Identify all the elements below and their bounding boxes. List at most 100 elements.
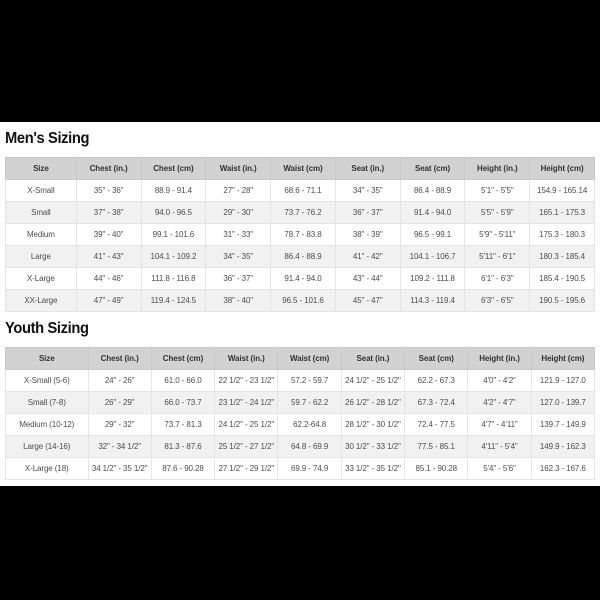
table-cell: 5'11" - 6'1" bbox=[464, 245, 531, 268]
table-cell: 43" - 44" bbox=[334, 267, 401, 290]
column-header: Chest (cm) bbox=[140, 157, 207, 180]
mens-sizing-table: Size Chest (in.) Chest (cm) Waist (in.) Wais… bbox=[5, 157, 595, 312]
table-cell: 119.4 - 124.5 bbox=[140, 289, 207, 312]
table-cell: 88.9 - 91.4 bbox=[140, 179, 207, 202]
table-row: X-Large 44" - 46" 111.8 - 116.8 36" - 37" 91… bbox=[5, 267, 595, 290]
table-cell: 24 1/2" - 25 1/2" bbox=[340, 369, 406, 392]
table-cell: 68.6 - 71.1 bbox=[270, 179, 336, 202]
table-cell: 5'5" - 5'9" bbox=[464, 201, 531, 224]
table-cell: 62.2 - 67.3 bbox=[404, 369, 469, 392]
table-row: Small (7-8) 26" - 29" 66.0 - 73.7 23 1/2" -… bbox=[5, 391, 596, 414]
table-cell: 61.0 - 66.0 bbox=[150, 369, 216, 392]
table-cell: 45" - 47" bbox=[334, 289, 401, 312]
table-cell: 29" - 32" bbox=[87, 413, 152, 436]
table-cell: 85.1 - 90.28 bbox=[404, 457, 469, 480]
table-cell: 127.0 - 139.7 bbox=[530, 391, 596, 414]
table-cell: 47" - 49" bbox=[75, 289, 142, 312]
table-cell: 180.3 - 185.4 bbox=[529, 245, 595, 268]
table-cell: 165.1 - 175.3 bbox=[529, 201, 595, 224]
table-cell: 190.5 - 195.6 bbox=[529, 289, 595, 312]
table-cell: 69.9 - 74.9 bbox=[277, 457, 342, 480]
table-cell: Small bbox=[5, 201, 77, 224]
table-row: XX-Large 47" - 49" 119.4 - 124.5 38" - 40" 9… bbox=[5, 289, 595, 312]
column-header: Waist (cm) bbox=[270, 157, 336, 180]
table-cell: 94.0 - 96.5 bbox=[140, 201, 207, 224]
table-cell: 26" - 29" bbox=[87, 391, 152, 414]
table-cell: 91.4 - 94.0 bbox=[399, 201, 466, 224]
table-cell: 86.4 - 88.9 bbox=[270, 245, 336, 268]
table-cell: 34" - 35" bbox=[205, 245, 272, 268]
table-row: X-Small (5-6) 24" - 26" 61.0 - 66.0 22 1/2"… bbox=[5, 369, 596, 392]
table-cell: 6'3" - 6'5" bbox=[464, 289, 531, 312]
table-cell: 67.3 - 72.4 bbox=[404, 391, 469, 414]
table-cell: 41" - 42" bbox=[334, 245, 401, 268]
table-cell: 73.7 - 76.2 bbox=[270, 201, 336, 224]
table-cell: Small (7-8) bbox=[5, 391, 89, 414]
table-row: X-Large (18) 34 1/2" - 35 1/2" 87.6 - 90.2… bbox=[5, 457, 596, 480]
table-cell: 77.5 - 85.1 bbox=[404, 435, 469, 458]
table-cell: 121.9 - 127.0 bbox=[530, 369, 596, 392]
table-row: X-Small 35" - 36" 88.9 - 91.4 27" - 28" 68.6… bbox=[5, 179, 595, 202]
table-cell: 86.4 - 88.9 bbox=[399, 179, 466, 202]
table-cell: 114.3 - 119.4 bbox=[399, 289, 466, 312]
table-cell: 28 1/2" - 30 1/2" bbox=[340, 413, 406, 436]
table-cell: 149.9 - 162.3 bbox=[530, 435, 596, 458]
column-header: Chest (cm) bbox=[150, 347, 216, 370]
table-cell: 111.8 - 116.8 bbox=[140, 267, 207, 290]
table-cell: X-Large bbox=[5, 267, 77, 290]
column-header: Chest (in.) bbox=[75, 157, 142, 180]
table-cell: 81.3 - 87.6 bbox=[150, 435, 216, 458]
table-cell: 30 1/2" - 33 1/2" bbox=[340, 435, 406, 458]
table-cell: 162.3 - 167.6 bbox=[530, 457, 596, 480]
table-cell: 139.7 - 149.9 bbox=[530, 413, 596, 436]
table-cell: 4'0" - 4'2" bbox=[467, 369, 532, 392]
table-cell: 104.1 - 106.7 bbox=[399, 245, 466, 268]
table-cell: 87.6 - 90.28 bbox=[150, 457, 216, 480]
table-cell: 24 1/2" - 25 1/2" bbox=[214, 413, 279, 436]
table-cell: 5'4" - 5'6" bbox=[467, 457, 532, 480]
column-header: Seat (cm) bbox=[399, 157, 466, 180]
table-cell: 72.4 - 77.5 bbox=[404, 413, 469, 436]
sizing-content: Men's Sizing Size Chest (in.) Chest (cm) Wa… bbox=[0, 122, 600, 486]
column-header: Seat (in.) bbox=[340, 347, 406, 370]
column-header: Seat (cm) bbox=[404, 347, 469, 370]
table-cell: 73.7 - 81.3 bbox=[150, 413, 216, 436]
top-black-bar bbox=[0, 0, 600, 122]
table-cell: 4'2" - 4'7" bbox=[467, 391, 532, 414]
table-cell: 64.8 - 69.9 bbox=[277, 435, 342, 458]
table-cell: 23 1/2" - 24 1/2" bbox=[214, 391, 279, 414]
table-cell: 62.2-64.8 bbox=[277, 413, 342, 436]
column-header: Size bbox=[5, 157, 77, 180]
table-row: Large 41" - 43" 104.1 - 109.2 34" - 35" 86.4… bbox=[5, 245, 595, 268]
table-cell: 185.4 - 190.5 bbox=[529, 267, 595, 290]
table-cell: 175.3 - 180.3 bbox=[529, 223, 595, 246]
bottom-black-bar bbox=[0, 486, 600, 600]
table-cell: X-Large (18) bbox=[5, 457, 89, 480]
table-cell: 33 1/2" - 35 1/2" bbox=[340, 457, 406, 480]
table-cell: 39" - 40" bbox=[75, 223, 142, 246]
table-cell: 38" - 39" bbox=[334, 223, 401, 246]
table-cell: 41" - 43" bbox=[75, 245, 142, 268]
table-cell: 5'9" - 5'11" bbox=[464, 223, 531, 246]
table-cell: 109.2 - 111.8 bbox=[399, 267, 466, 290]
table-cell: Large (14-16) bbox=[5, 435, 89, 458]
youth-sizing-title: Youth Sizing bbox=[5, 320, 89, 337]
table-cell: 35" - 36" bbox=[75, 179, 142, 202]
table-cell: 38" - 40" bbox=[205, 289, 272, 312]
header-row: Size Chest (in.) Chest (cm) Waist (in.) Wais… bbox=[5, 347, 596, 370]
table-cell: 154.9 - 165.14 bbox=[529, 179, 595, 202]
column-header: Height (in.) bbox=[464, 157, 531, 180]
table-cell: Medium (10-12) bbox=[5, 413, 89, 436]
column-header: Height (in.) bbox=[467, 347, 532, 370]
table-row: Medium (10-12) 29" - 32" 73.7 - 81.3 24 1/2… bbox=[5, 413, 596, 436]
table-cell: 25 1/2" - 27 1/2" bbox=[214, 435, 279, 458]
header-row: Size Chest (in.) Chest (cm) Waist (in.) Wais… bbox=[5, 157, 595, 180]
table-cell: 104.1 - 109.2 bbox=[140, 245, 207, 268]
table-cell: 66.0 - 73.7 bbox=[150, 391, 216, 414]
table-cell: 5'1" - 5'5" bbox=[464, 179, 531, 202]
table-cell: 34 1/2" - 35 1/2" bbox=[87, 457, 152, 480]
table-cell: X-Small bbox=[5, 179, 77, 202]
table-cell: 24" - 26" bbox=[87, 369, 152, 392]
table-row: Small 37" - 38" 94.0 - 96.5 29" - 30" 73.7 -… bbox=[5, 201, 595, 224]
table-cell: 37" - 38" bbox=[75, 201, 142, 224]
